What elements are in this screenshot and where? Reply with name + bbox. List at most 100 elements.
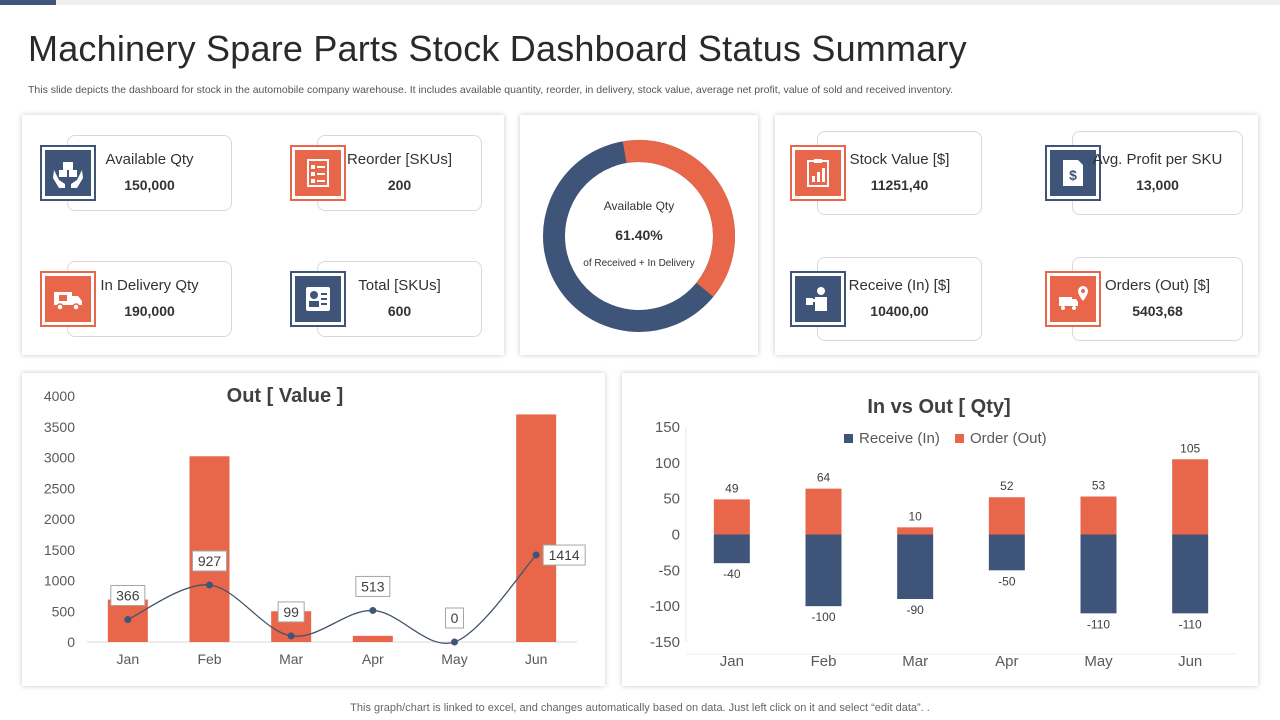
line-point (532, 551, 540, 559)
footer-note: This graph/chart is linked to excel, and… (350, 702, 930, 714)
y-tick-label: -150 (650, 634, 680, 651)
kpi-receive-in: Receive (In) [$] 10400,00 (790, 257, 982, 341)
y-tick-label: 50 (663, 491, 680, 508)
x-tick-label: Apr (995, 653, 1018, 670)
kpi-orders-out: Orders (Out) [$] 5403,68 (1045, 257, 1243, 341)
donut-title: Available Qty (603, 199, 675, 213)
kpi-panel-right: Stock Value [$] 11251,40 $ Avg. Profit p… (775, 115, 1258, 355)
line-point (206, 581, 213, 589)
data-label-in: -40 (723, 567, 741, 581)
x-tick-label: Jan (720, 653, 744, 670)
data-label-in: -110 (1087, 617, 1110, 631)
line-point (451, 638, 458, 646)
x-tick-label: May (441, 651, 467, 667)
donut-panel: Available Qty 61.40% of Received + In De… (520, 115, 758, 355)
donut-arc-delivery (622, 140, 735, 297)
bar-receive-in (1080, 534, 1117, 614)
out-value-chart-panel: Out [ Value ] 0 500 1000 1500 2000 2500 3000 350… (22, 373, 605, 686)
y-tick-label: 100 (655, 455, 680, 472)
bar-receive-in (897, 534, 934, 599)
hands-boxes-icon (40, 145, 96, 201)
top-border (0, 0, 1280, 5)
in-vs-out-chart-panel: In vs Out [ Qty] Receive (In) Order (Out) -… (622, 373, 1258, 686)
y-tick-label: 2500 (44, 480, 75, 496)
y-tick-label: 1000 (44, 573, 75, 589)
kpi-label: Receive (In) [$] (848, 277, 951, 294)
data-label-in: -100 (811, 610, 835, 624)
x-tick-label: Jun (1178, 653, 1202, 670)
bar-receive-in (805, 534, 842, 607)
kpi-card (817, 131, 982, 215)
kpi-label: Total [SKUs] (358, 277, 441, 294)
out-value-chart: Out [ Value ] 0 500 1000 1500 2000 2500 3000 350… (44, 385, 586, 667)
x-tick-label: Jun (525, 651, 548, 667)
data-label: 1414 (549, 547, 580, 563)
line-point (287, 632, 295, 640)
kpi-label: Avg. Profit per SKU (1092, 151, 1223, 168)
x-tick-label: Feb (197, 651, 221, 667)
donut-caption: of Received + In Delivery (583, 258, 695, 269)
data-label-box (542, 544, 586, 566)
y-tick-label: 3500 (44, 419, 75, 435)
bar-order-out (988, 497, 1025, 535)
top-border-accent (0, 0, 56, 5)
bar-order-out (897, 527, 934, 535)
y-tick-label: 150 (655, 419, 680, 436)
data-label-out: 10 (908, 509, 922, 523)
y-tick-label: 0 (67, 634, 75, 650)
kpi-label: Orders (Out) [$] (1104, 277, 1211, 294)
clipboard-chart-icon (790, 145, 846, 201)
donut-percent: 61.40% (615, 227, 663, 243)
bar (516, 414, 557, 642)
kpi-card (317, 135, 482, 211)
kpi-reorder: Reorder [SKUs] 200 (290, 135, 482, 215)
y-tick-label: 500 (52, 603, 76, 619)
kpi-label: Available Qty (105, 151, 194, 168)
bar (352, 635, 393, 642)
kpi-value: 11251,40 (870, 177, 929, 193)
data-label: 927 (198, 553, 222, 569)
kpi-card (1072, 131, 1243, 215)
data-label-in: -50 (998, 574, 1016, 588)
kpi-value: 200 (387, 177, 412, 193)
bar-order-out (805, 488, 842, 535)
x-tick-label: May (1084, 653, 1113, 670)
truck-location-icon (1045, 271, 1101, 327)
chart-title: In vs Out [ Qty] (867, 396, 1010, 418)
x-tick-label: Feb (811, 653, 837, 670)
x-tick-label: Mar (279, 651, 303, 667)
y-tick-label: 3000 (44, 450, 75, 466)
kpi-label: Stock Value [$] (849, 151, 950, 168)
chart-title: Out [ Value ] (227, 385, 344, 407)
data-label: 366 (116, 587, 140, 603)
receiving-person-icon (790, 271, 846, 327)
bar-order-out (1080, 496, 1117, 535)
page-title: Machinery Spare Parts Stock Dashboard St… (28, 28, 967, 69)
data-label-out: 64 (817, 471, 831, 485)
kpi-value: 150,000 (124, 177, 175, 193)
y-tick-label: -50 (658, 562, 680, 579)
donut-chart (543, 140, 735, 332)
data-label: 0 (451, 610, 459, 626)
y-tick-label: 1500 (44, 542, 75, 558)
bar-order-out (1172, 459, 1209, 535)
kpi-card (817, 257, 982, 341)
legend-label: Receive (In) (859, 430, 940, 447)
bar-receive-in (713, 534, 750, 564)
data-label-out: 49 (725, 481, 739, 495)
bar-receive-in (988, 534, 1025, 571)
y-tick-label: 0 (672, 527, 680, 544)
data-label: 513 (361, 578, 385, 594)
dollar-document-icon: $ (1045, 145, 1101, 201)
kpi-card (1072, 257, 1243, 341)
kpi-available-qty: Available Qty 150,000 (40, 135, 232, 215)
bar (189, 456, 230, 642)
x-tick-label: Apr (362, 651, 384, 667)
checklist-icon (290, 145, 346, 201)
data-label: 99 (283, 604, 299, 620)
kpi-value: 190,000 (124, 303, 175, 319)
kpi-card (317, 261, 482, 337)
kpi-avg-profit: $ Avg. Profit per SKU 13,000 (1045, 131, 1243, 215)
in-vs-out-chart: In vs Out [ Qty] Receive (In) Order (Out) -… (650, 396, 1236, 670)
data-label-box (445, 607, 464, 629)
